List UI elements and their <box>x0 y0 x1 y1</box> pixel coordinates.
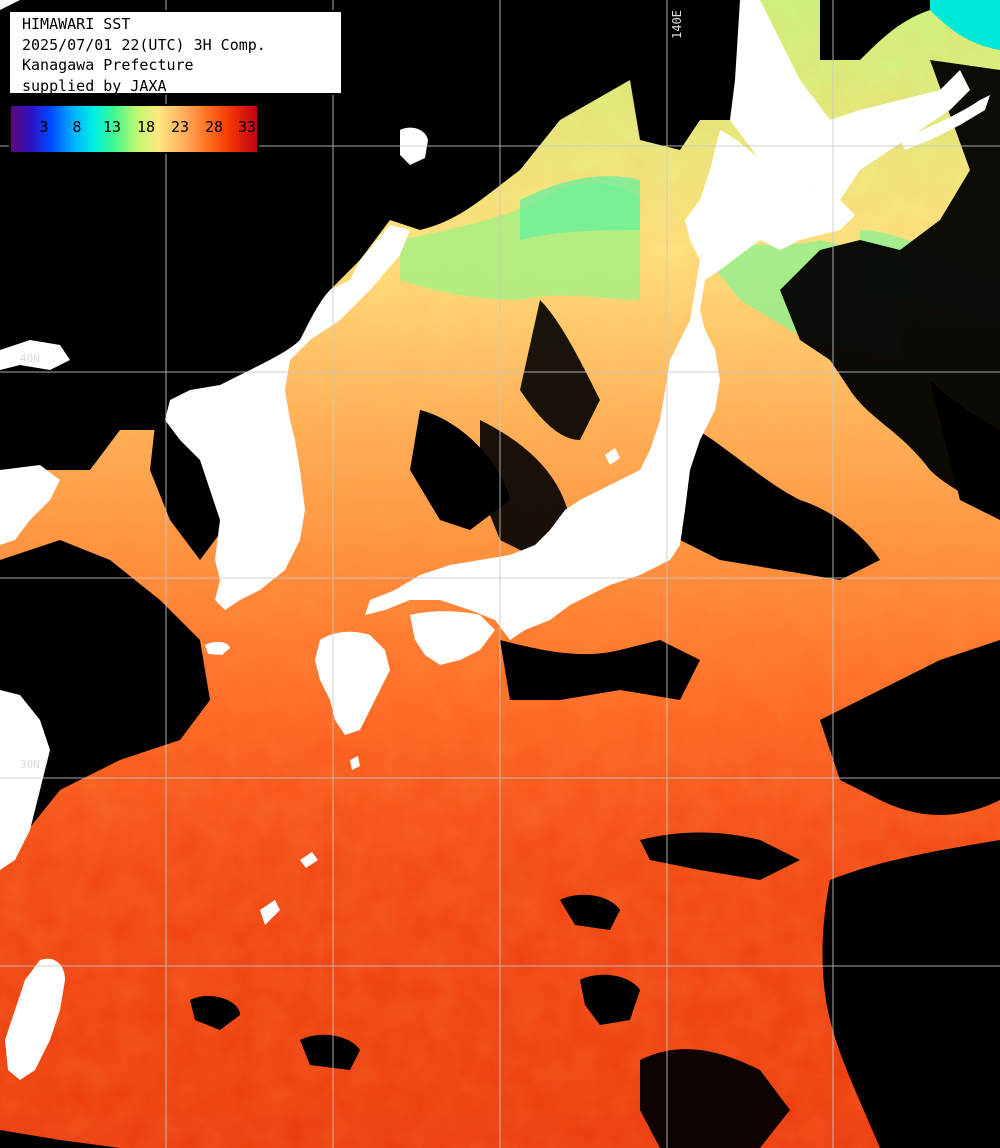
latitude-label-40n: 40N <box>20 352 40 365</box>
legend-tick-28: 28 <box>204 118 224 136</box>
timestamp-label: 2025/07/01 22(UTC) 3H Comp. <box>22 35 266 54</box>
region-label: Kanagawa Prefecture <box>22 56 194 74</box>
land-mass <box>0 0 990 1080</box>
legend-tick-23: 23 <box>170 118 190 136</box>
map-info-box: HIMAWARI SST 2025/07/01 22(UTC) 3H Comp.… <box>8 10 343 95</box>
legend-tick-33: 33 <box>237 118 257 136</box>
latitude-label-30n: 30N <box>20 758 40 771</box>
longitude-label-140e: 140E <box>670 10 684 40</box>
temperature-colorbar: 3 8 13 18 23 28 33 <box>9 104 259 154</box>
legend-tick-18: 18 <box>136 118 156 136</box>
credit-label: supplied by JAXA <box>22 76 167 95</box>
legend-tick-13: 13 <box>102 118 122 136</box>
product-title: HIMAWARI SST <box>22 15 131 33</box>
legend-tick-8: 8 <box>72 118 82 136</box>
legend-tick-3: 3 <box>39 118 49 136</box>
